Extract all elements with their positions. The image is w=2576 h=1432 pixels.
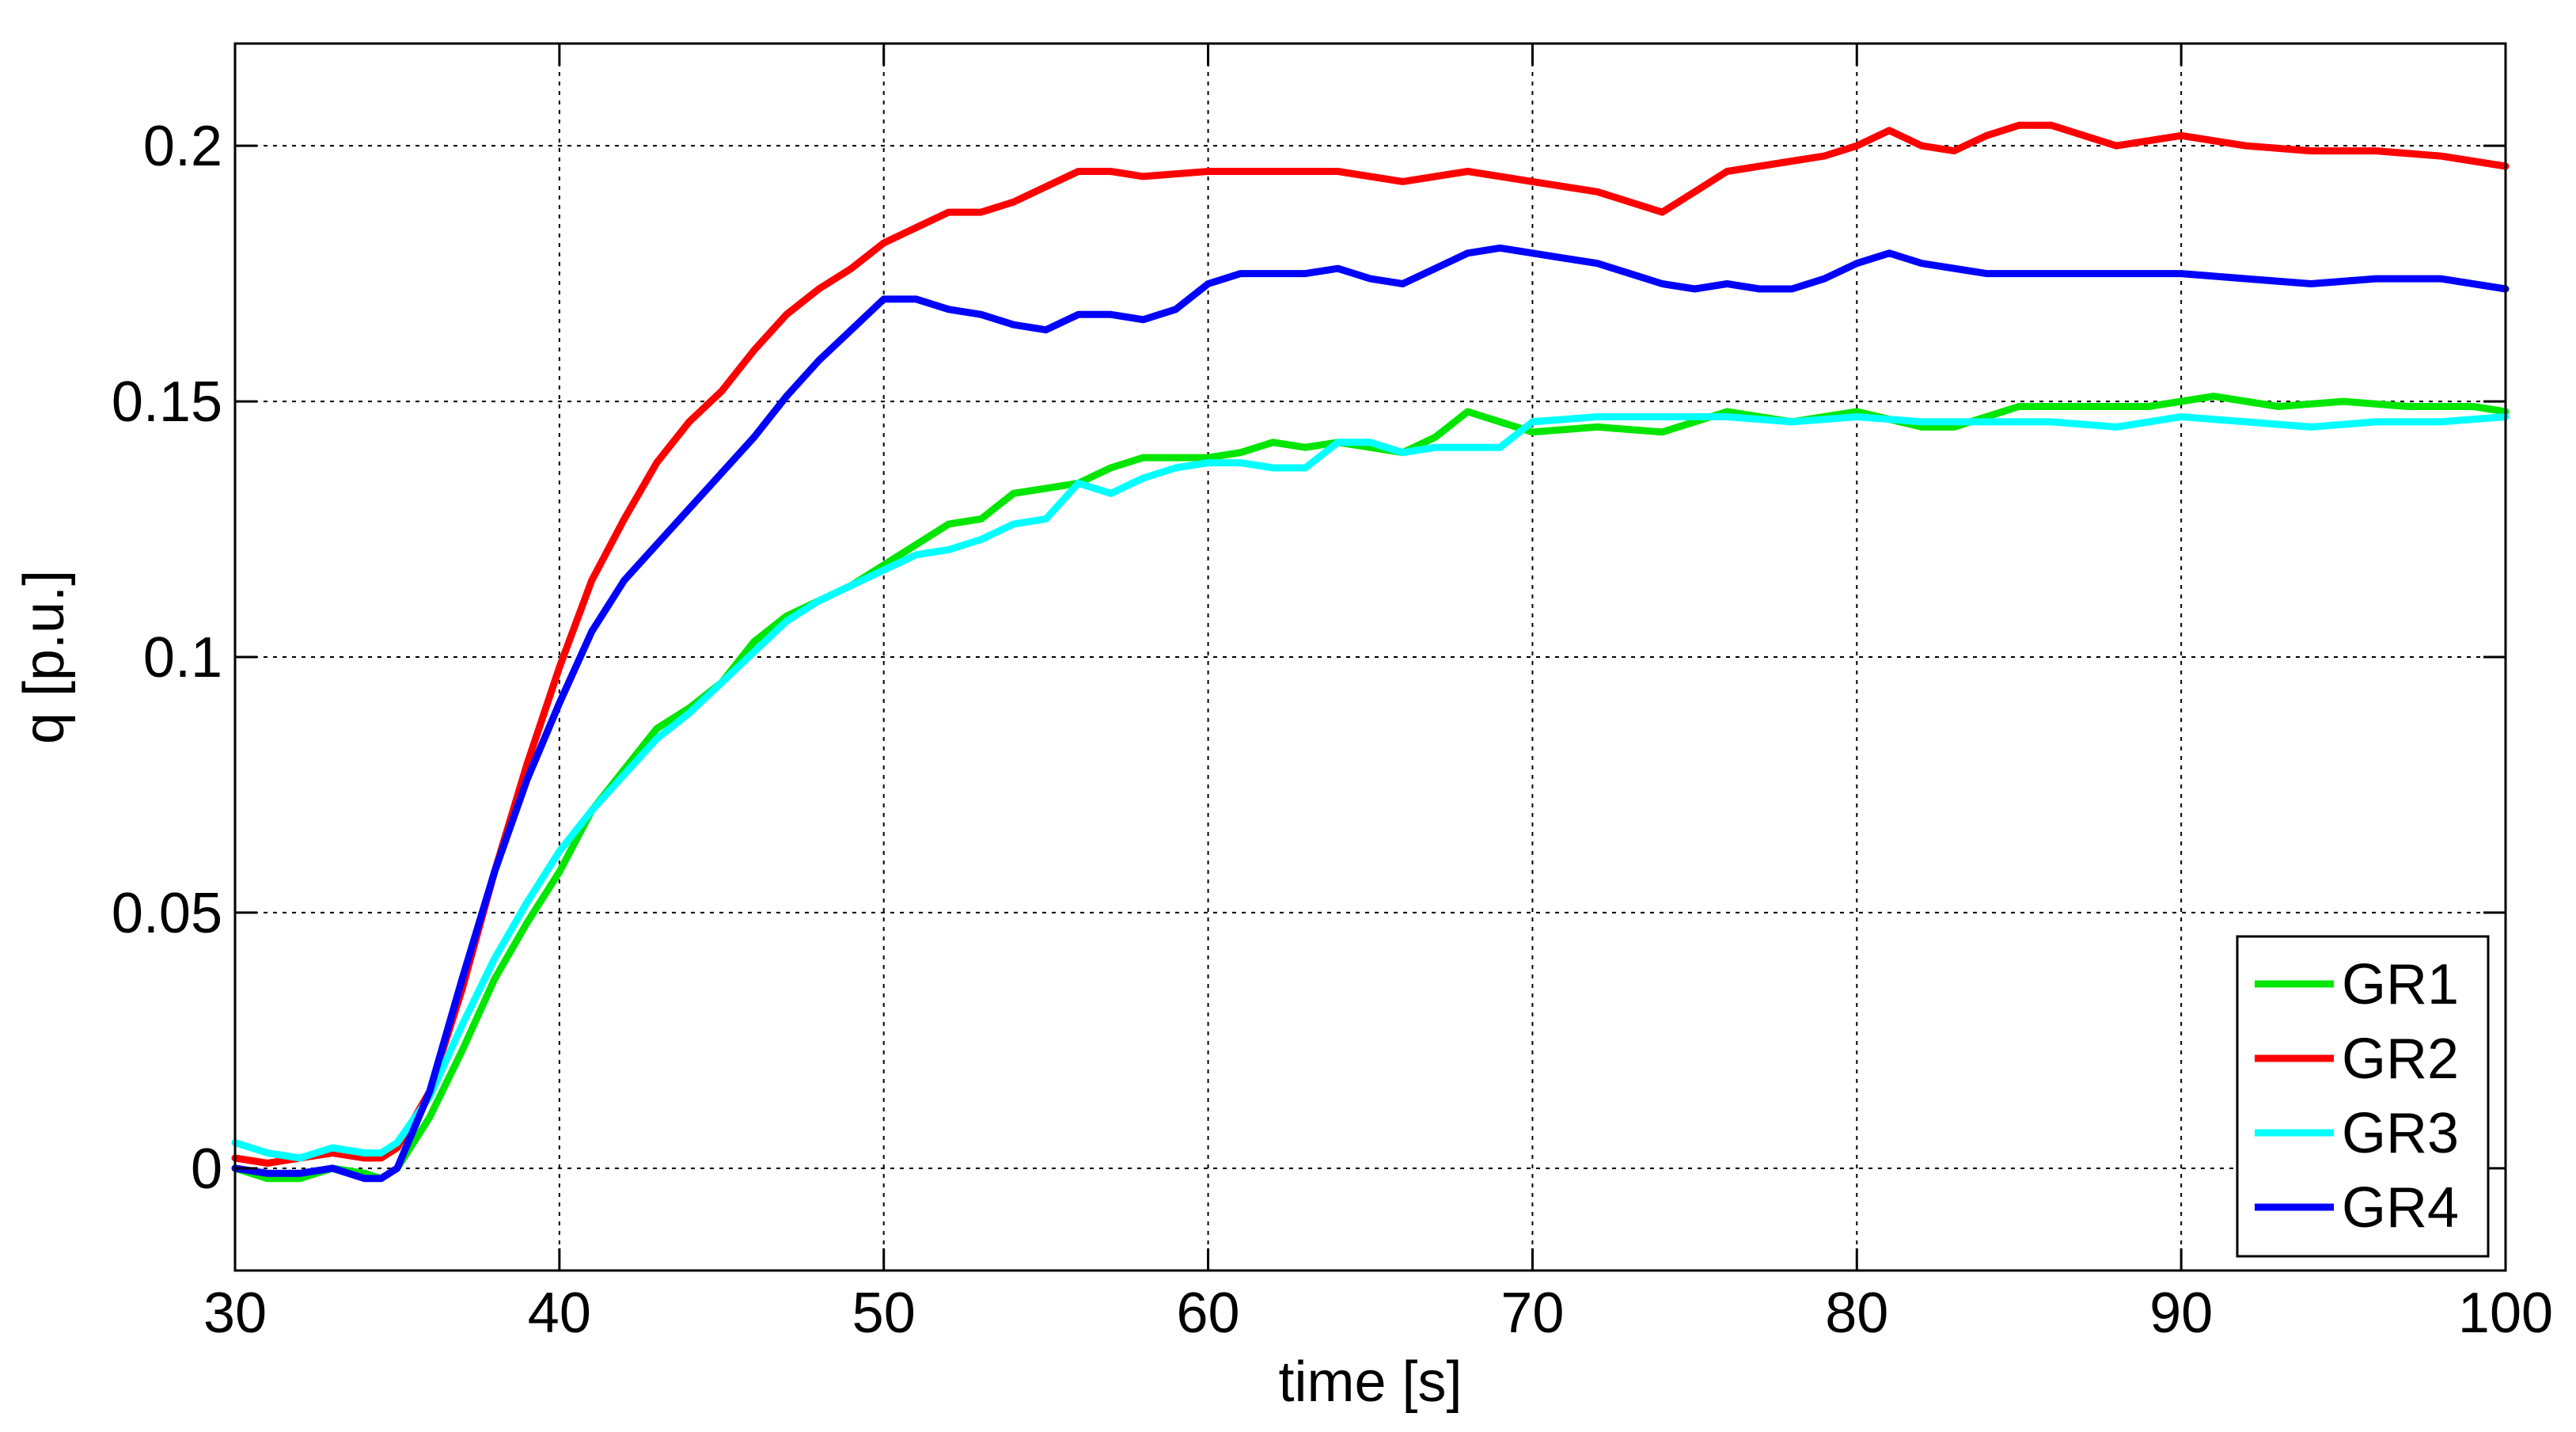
series-line-gr4 [231,244,2510,1183]
y-tick-label: 0.2 [143,115,222,178]
plot-series [231,121,2510,1183]
legend: GR1 GR2 GR3 GR4 [2236,935,2490,1258]
x-tick-label: 50 [852,1282,916,1345]
y-tick-label: 0.1 [143,626,222,689]
x-tick-label: 30 [203,1282,267,1345]
x-tick-label: 90 [2149,1282,2213,1345]
x-tick-label: 60 [1177,1282,1240,1345]
axis-tick-labels: 30 40 50 60 70 80 90 100 0 0.05 0.1 0.15 0.2 [112,115,2553,1345]
series-line-gr1 [231,393,2510,1183]
legend-label: GR3 [2342,1102,2459,1165]
x-axis-label: time [s] [1278,1350,1462,1414]
x-tick-label: 40 [528,1282,591,1345]
x-tick-label: 70 [1500,1282,1564,1345]
y-axis-label: q [p.u.] [13,570,76,744]
y-tick-label: 0.05 [112,882,222,945]
legend-label: GR4 [2342,1176,2459,1240]
x-tick-label: 100 [2458,1282,2553,1345]
legend-label: GR2 [2342,1027,2459,1091]
y-tick-label: 0.15 [112,370,222,434]
axis-ticks [233,44,2507,1271]
legend-box [2236,935,2490,1258]
legend-label: GR1 [2342,953,2459,1016]
x-tick-label: 80 [1825,1282,1888,1345]
series-line-gr3 [231,413,2510,1162]
y-tick-label: 0 [191,1138,222,1201]
